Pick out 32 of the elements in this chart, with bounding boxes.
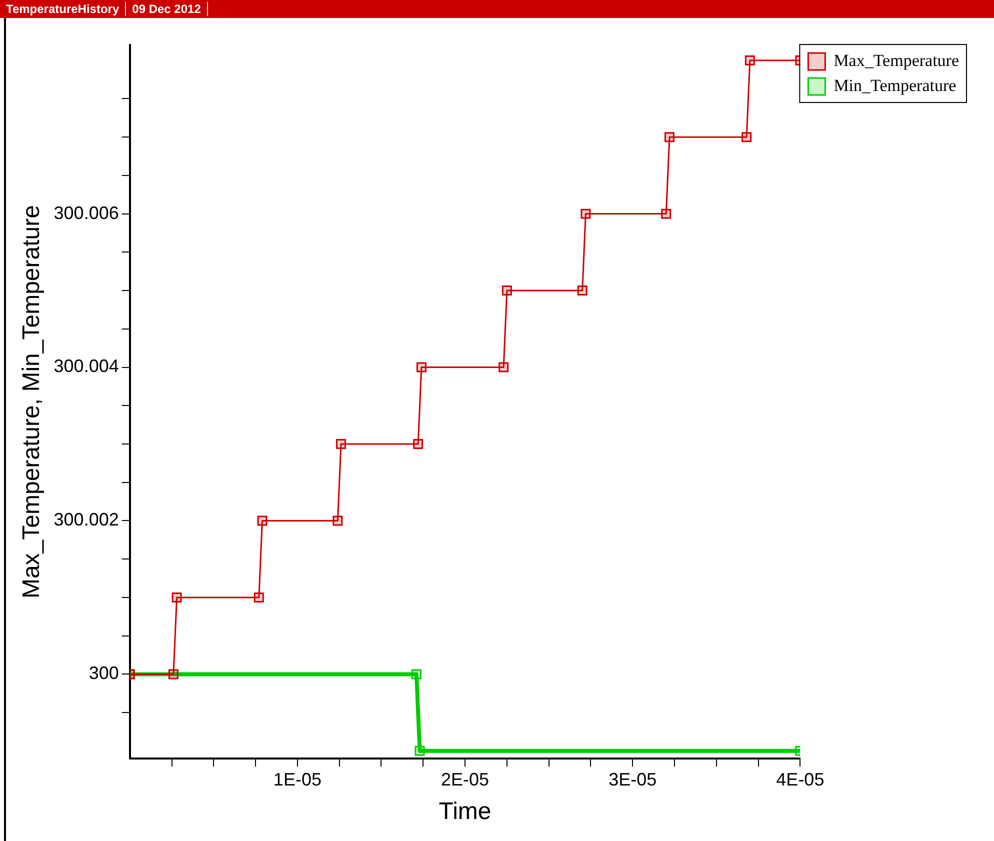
point: [413, 439, 424, 449]
point: [168, 669, 178, 680]
y-tick-label: 300: [88, 663, 119, 684]
legend-label: Max_Temperature: [834, 50, 960, 70]
point: [498, 362, 509, 372]
x-tick-label: 2E-05: [441, 769, 490, 790]
point: [580, 208, 591, 219]
y-tick-label: 300.006: [54, 202, 119, 223]
point: [172, 592, 182, 602]
chart-title: TemperatureHistory: [0, 2, 126, 16]
x-tick-label: 1E-05: [273, 769, 322, 790]
point: [257, 516, 268, 526]
point: [661, 208, 672, 219]
y-tick-label: 300.002: [54, 510, 119, 530]
point: [742, 132, 752, 142]
legend-label: Min_Temperature: [834, 76, 956, 95]
point: [254, 592, 264, 602]
x-axis-title: Time: [438, 798, 492, 826]
point: [411, 669, 422, 680]
point: [502, 286, 512, 296]
chart-subtitle: 09 Dec 2012: [126, 2, 208, 16]
point: [336, 439, 346, 449]
point: [332, 516, 343, 526]
point: [744, 55, 755, 66]
point: [664, 132, 674, 142]
point: [414, 746, 425, 756]
y-axis-title: Max_Temperature, Min_Temperature: [18, 205, 46, 599]
point: [577, 286, 588, 296]
x-tick-label: 3E-05: [608, 769, 657, 790]
x-tick-label: 4E-05: [776, 769, 824, 790]
y-tick-label: 300.004: [54, 356, 119, 376]
point: [416, 362, 426, 372]
